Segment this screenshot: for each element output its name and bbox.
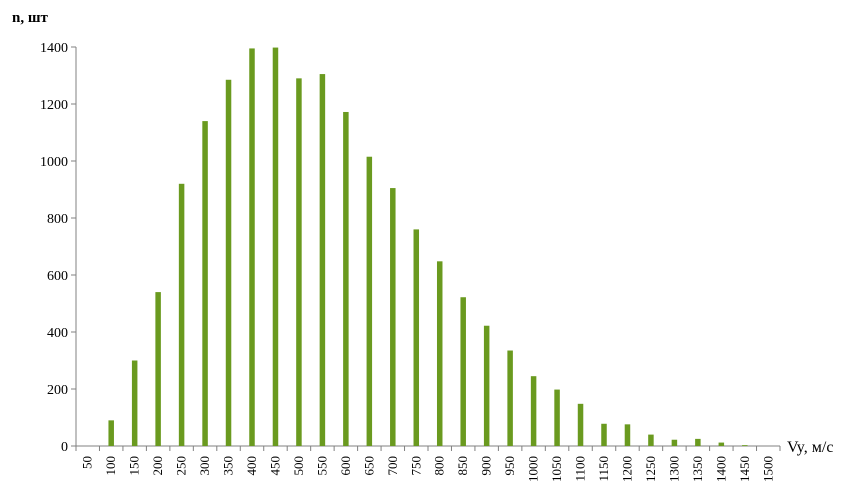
x-tick-label: 1150 bbox=[596, 456, 611, 482]
bar bbox=[249, 48, 255, 447]
x-tick-label: 900 bbox=[479, 456, 494, 476]
bar bbox=[577, 403, 584, 446]
y-tick-label: 1000 bbox=[40, 155, 68, 170]
x-tick-label: 100 bbox=[103, 456, 118, 476]
bar bbox=[225, 79, 232, 446]
x-tick-label: 1450 bbox=[737, 456, 752, 482]
bar bbox=[413, 229, 420, 446]
x-tick-label: 650 bbox=[361, 456, 376, 476]
bar bbox=[178, 183, 185, 447]
bar bbox=[460, 297, 466, 446]
x-tick-label: 200 bbox=[150, 456, 165, 476]
x-tick-label: 1400 bbox=[713, 456, 728, 482]
x-tick-label: 950 bbox=[502, 456, 517, 476]
bar bbox=[272, 47, 279, 446]
bar bbox=[695, 438, 701, 447]
bar bbox=[390, 188, 396, 446]
y-tick-label: 1200 bbox=[40, 98, 68, 113]
bar bbox=[343, 111, 349, 446]
y-tick-label: 600 bbox=[47, 269, 68, 284]
bar bbox=[155, 292, 161, 446]
x-tick-label: 1500 bbox=[760, 456, 775, 482]
x-tick-label: 50 bbox=[80, 456, 95, 469]
x-tick-label: 300 bbox=[197, 456, 212, 476]
x-tick-label: 450 bbox=[267, 456, 282, 476]
bar bbox=[366, 156, 373, 447]
y-tick-label: 800 bbox=[47, 212, 68, 227]
x-tick-label: 1050 bbox=[549, 456, 564, 482]
bar bbox=[296, 78, 302, 446]
bar bbox=[624, 424, 631, 446]
x-tick-label: 550 bbox=[314, 456, 329, 476]
x-tick-label: 850 bbox=[455, 456, 470, 476]
bar bbox=[436, 261, 443, 446]
x-tick-label: 500 bbox=[291, 456, 306, 476]
x-axis-title: Vy, м/с bbox=[787, 439, 833, 456]
x-tick-label: 1250 bbox=[643, 456, 658, 482]
bar bbox=[671, 439, 678, 446]
bar bbox=[483, 325, 490, 446]
bar bbox=[742, 445, 748, 446]
x-tick-label: 400 bbox=[244, 456, 259, 476]
x-tick-label: 1200 bbox=[619, 456, 634, 482]
bar bbox=[648, 434, 654, 446]
bar bbox=[530, 376, 537, 446]
x-tick-label: 250 bbox=[174, 456, 189, 476]
bar bbox=[601, 423, 607, 446]
bar bbox=[718, 442, 725, 446]
x-tick-label: 1300 bbox=[666, 456, 681, 482]
bar bbox=[507, 350, 513, 446]
y-tick-label: 200 bbox=[47, 383, 68, 398]
x-tick-label: 150 bbox=[127, 456, 142, 476]
y-tick-label: 1400 bbox=[40, 41, 68, 56]
y-axis-title: n, шт bbox=[12, 10, 49, 26]
bar bbox=[202, 121, 208, 446]
x-tick-label: 800 bbox=[432, 456, 447, 476]
x-tick-label: 750 bbox=[408, 456, 423, 476]
y-tick-label: 0 bbox=[61, 440, 68, 455]
x-tick-label: 1100 bbox=[573, 456, 588, 482]
x-tick-label: 350 bbox=[221, 456, 236, 476]
x-tick-label: 700 bbox=[385, 456, 400, 476]
x-tick-label: 600 bbox=[338, 456, 353, 476]
x-tick-label: 1350 bbox=[690, 456, 705, 482]
bar bbox=[108, 420, 114, 446]
x-tick-label: 1000 bbox=[526, 456, 541, 482]
plot-area: 0 200 400 600 800 1000 1200 1400 50 100 150 200 250 3… bbox=[40, 41, 781, 482]
y-tick-label: 400 bbox=[47, 326, 68, 341]
bar bbox=[131, 360, 138, 446]
bar bbox=[319, 74, 326, 446]
bar bbox=[554, 389, 560, 446]
